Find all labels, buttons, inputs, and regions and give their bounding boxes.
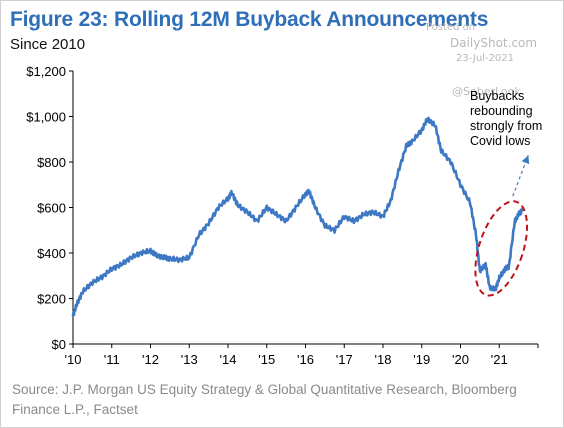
x-tick-label: '11: [104, 352, 120, 367]
watermark-posted: Posted on: [426, 22, 476, 33]
x-tick-label: '20: [452, 352, 469, 367]
source-note: Source: J.P. Morgan US Equity Strategy &…: [12, 382, 517, 417]
chart-title: Figure 23: Rolling 12M Buyback Announcem…: [10, 8, 489, 31]
chart-highlight: [474, 200, 529, 297]
y-tick-label: $1,200: [26, 64, 66, 79]
chart-subtitle: Since 2010: [10, 36, 86, 53]
x-tick-label: '19: [413, 352, 430, 367]
y-tick-label: $0: [52, 337, 66, 352]
series-line: [71, 116, 524, 317]
annotation-text-line: strongly from: [470, 119, 542, 133]
chart-axes: $0 $200 $400 $600 $800 $1,000 $1,200 '10 '11 '12 '…: [26, 64, 539, 367]
y-tick-label: $600: [37, 201, 66, 216]
y-tick-label: $400: [37, 246, 66, 261]
x-tick-label: '12: [142, 352, 159, 367]
x-tick-label: '13: [181, 352, 198, 367]
x-tick-label: '10: [65, 352, 82, 367]
y-tick-label: $800: [37, 155, 66, 170]
y-tick-label: $200: [37, 292, 66, 307]
annotation-text-line: Covid lows: [470, 134, 530, 148]
x-tick-label: '15: [258, 352, 275, 367]
x-tick-label: '16: [297, 352, 314, 367]
watermark-handle: @SoberLook: [452, 85, 521, 98]
highlight-ellipse: [474, 200, 529, 297]
annotation-text-line: Buybacks: [470, 89, 524, 103]
chart-series: [71, 116, 524, 317]
x-tick-label: '21: [491, 352, 508, 367]
watermark-date: 23-Jul-2021: [456, 53, 515, 64]
annotation-arrow-head: [521, 155, 530, 165]
x-tick-label: '18: [375, 352, 392, 367]
y-tick-label: $1,000: [26, 110, 66, 125]
x-tick-label: '14: [220, 352, 237, 367]
watermark-site: DailyShot.com: [450, 36, 538, 50]
x-tick-label: '17: [336, 352, 353, 367]
annotation-text-line: rebounding: [470, 104, 533, 118]
